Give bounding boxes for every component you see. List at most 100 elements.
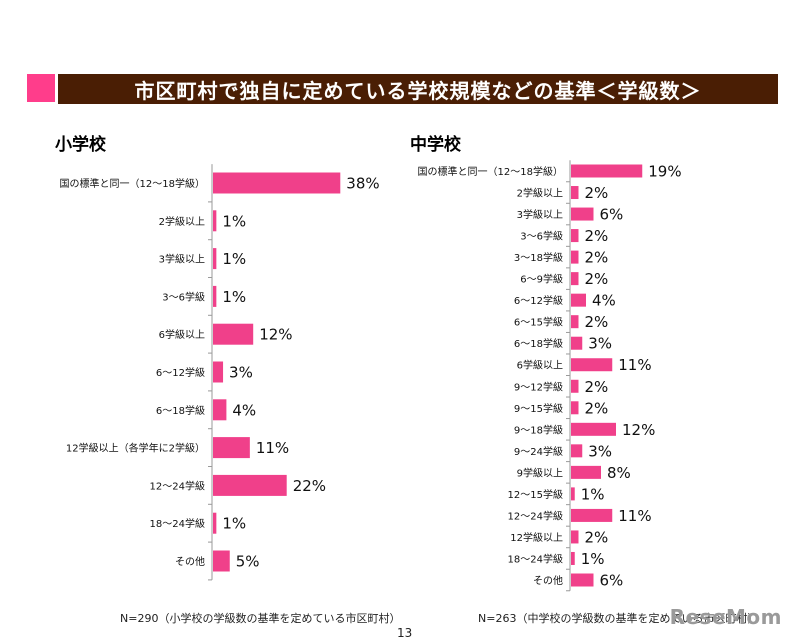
bar [571,229,579,243]
category-label: その他 [175,555,205,568]
bar [213,474,287,496]
category-label: 9～15学級 [514,402,563,415]
bar [571,336,583,350]
category-label: 2学級以上 [159,215,205,228]
elementary-chart-title: 小学校 [55,135,106,155]
elementary-footnote: N=290（小学校の学級数の基準を定めている市区町村） [120,612,401,625]
data-label: 1% [222,250,246,268]
data-label: 1% [222,288,246,306]
bar [571,293,586,307]
data-label: 11% [618,507,651,525]
page-title: 市区町村で独自に定めている学校規模などの基準＜学級数＞ [134,78,702,103]
data-label: 3% [588,442,612,460]
category-label: 12～24学級 [150,479,205,492]
bar [213,512,217,534]
bar [571,530,579,544]
data-label: 2% [585,528,609,546]
data-label: 8% [607,464,631,482]
data-label: 2% [585,227,609,245]
bar [571,487,575,501]
bar [571,379,579,393]
bar [213,437,250,459]
data-label: 3% [229,364,253,382]
page-number: 13 [397,626,413,640]
data-label: 2% [585,399,609,417]
watermark-logo: ReseMom [669,605,782,629]
data-label: 6% [600,206,624,224]
data-label: 1% [581,485,605,503]
category-label: 3～6学級 [162,290,205,303]
bar [571,444,583,458]
category-label: 6～9学級 [520,273,563,286]
category-label: その他 [533,574,563,587]
bar [213,399,227,421]
category-label: 12学級以上 [510,531,563,544]
data-label: 5% [236,553,260,571]
data-label: 4% [232,401,256,419]
data-label: 4% [592,292,616,310]
bar [571,422,616,436]
category-label: 6～18学級 [156,404,205,417]
category-label: 3学級以上 [517,208,563,221]
bar [213,285,217,307]
category-label: 国の標準と同一（12～18学級） [60,177,205,190]
data-label: 19% [648,163,681,181]
data-label: 6% [600,572,624,590]
data-label: 3% [588,335,612,353]
data-label: 38% [346,175,379,193]
data-label: 2% [585,313,609,331]
bar [571,358,613,372]
category-label: 2学級以上 [517,187,563,200]
category-label: 6学級以上 [159,328,205,341]
banner-accent-square [27,74,55,102]
category-label: 3学級以上 [159,253,205,266]
data-label: 12% [259,326,292,344]
data-label: 22% [293,477,326,495]
data-label: 2% [585,249,609,267]
category-label: 12～15学級 [508,488,563,501]
data-label: 1% [222,515,246,533]
category-label: 6～15学級 [514,316,563,329]
bar [571,508,613,522]
category-label: 6～18学級 [514,337,563,350]
category-label: 6学級以上 [517,359,563,372]
bar [213,172,341,194]
bar [213,210,217,232]
data-label: 2% [585,270,609,288]
junior-high-footnote: N=263（中学校の学級数の基準を定めている市区町村） [478,612,759,625]
data-label: 11% [618,356,651,374]
category-label: 18～24学級 [150,517,205,530]
bar [571,465,601,479]
bar [213,248,217,270]
bar [213,323,254,345]
category-label: 9～18学級 [514,423,563,436]
category-label: 9学級以上 [517,466,563,479]
category-label: 18～24学級 [508,552,563,565]
bar [571,186,579,200]
category-label: 6～12学級 [514,294,563,307]
data-label: 2% [585,184,609,202]
data-label: 2% [585,378,609,396]
category-label: 12学級以上（各学年に2学級） [66,442,205,455]
category-label: 9～24学級 [514,445,563,458]
category-label: 3～18学級 [514,251,563,264]
bar [213,550,230,572]
data-label: 1% [581,550,605,568]
bar [571,573,594,587]
bar [571,272,579,286]
category-label: 12～24学級 [508,509,563,522]
page-title-banner: 市区町村で独自に定めている学校規模などの基準＜学級数＞ [58,74,778,104]
data-label: 11% [256,439,289,457]
bar [571,250,579,264]
bar [571,315,579,329]
category-label: 3～6学級 [520,230,563,243]
bar [571,164,643,178]
bar [571,551,575,565]
junior-high-chart-title: 中学校 [410,135,461,155]
category-label: 9～12学級 [514,380,563,393]
data-label: 12% [622,421,655,439]
bar [571,401,579,415]
data-label: 1% [222,212,246,230]
